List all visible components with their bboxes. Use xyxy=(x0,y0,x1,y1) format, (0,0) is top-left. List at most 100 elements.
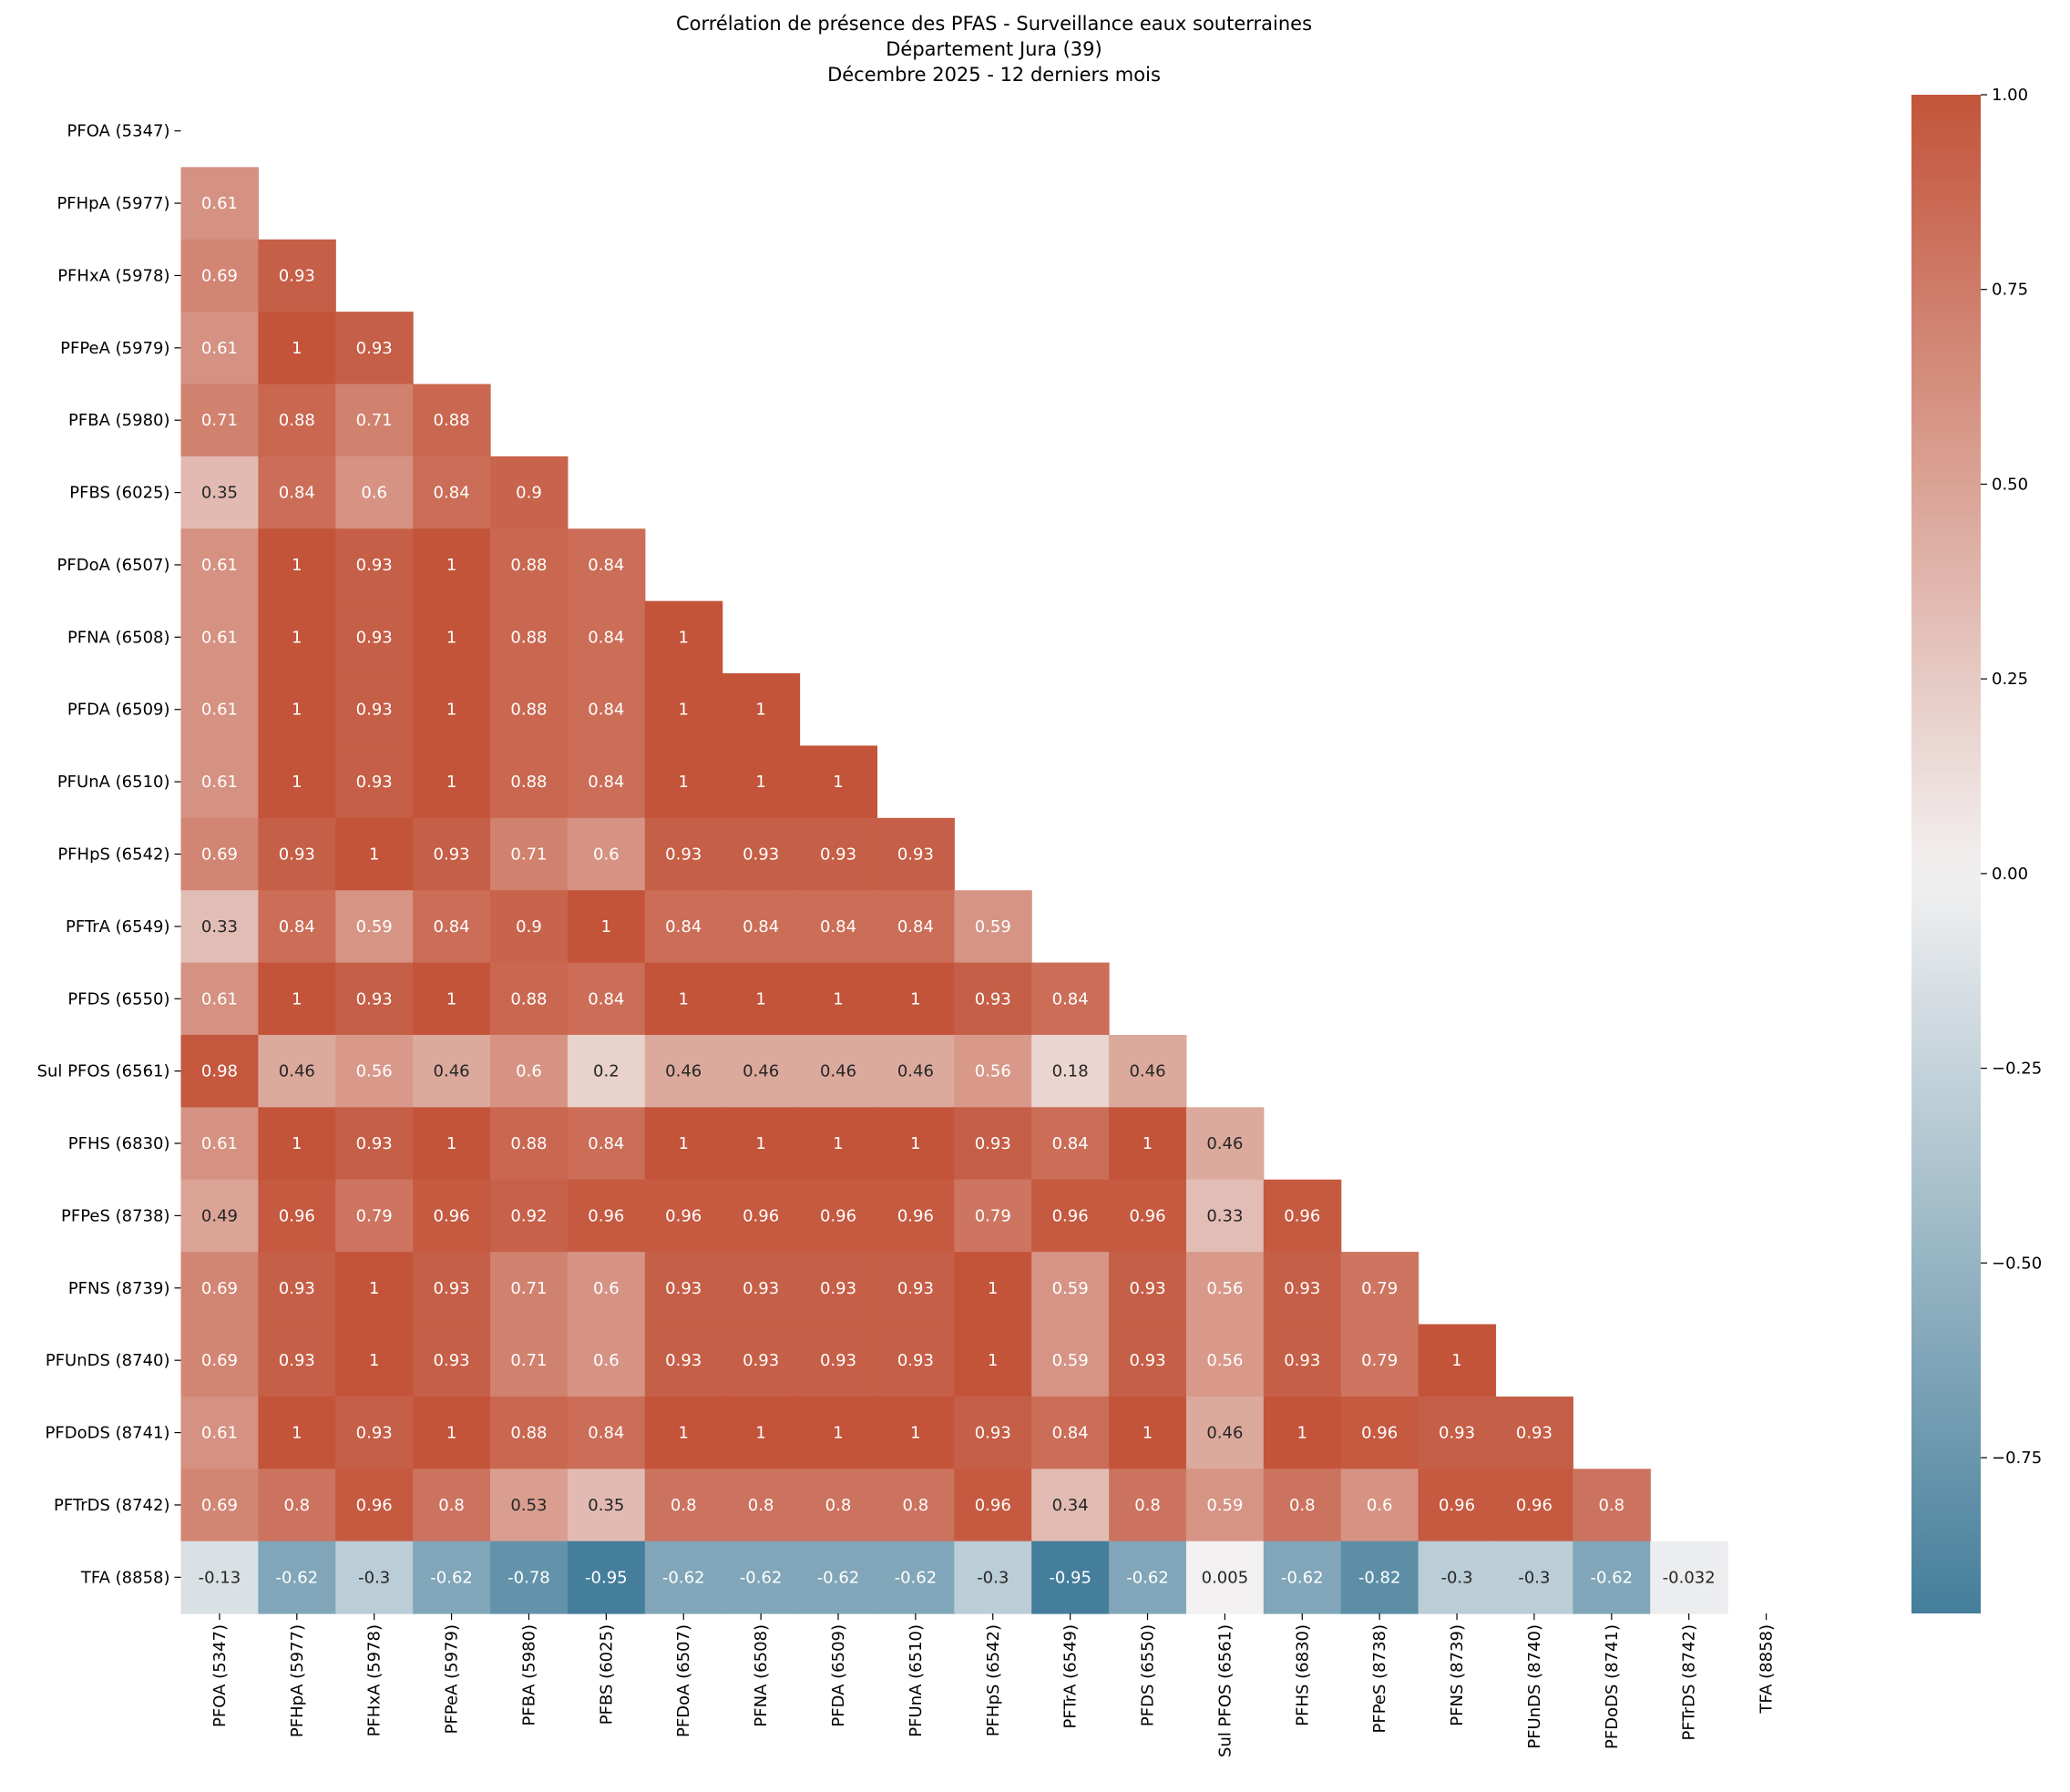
heatmap-cell xyxy=(258,673,336,747)
heatmap-cell xyxy=(1263,1396,1342,1469)
colorbar-tick-label: 0.25 xyxy=(1992,670,2028,689)
y-tick-label: PFHpA (5977) xyxy=(56,194,169,213)
cell-value-label: 0.84 xyxy=(588,989,624,1009)
colorbar-tick-label: 1.00 xyxy=(1992,86,2028,105)
heatmap-cell xyxy=(413,817,491,891)
y-tick-label: PFUnDS (8740) xyxy=(46,1351,170,1370)
heatmap-cell xyxy=(954,1252,1032,1326)
heatmap-cell xyxy=(335,745,414,819)
heatmap-cell xyxy=(335,1252,414,1326)
cell-value-label: 0.61 xyxy=(201,194,238,213)
cell-value-label: 1 xyxy=(369,1351,379,1370)
cell-value-label: 0.71 xyxy=(510,1279,547,1298)
cell-value-label: 0.46 xyxy=(1206,1424,1243,1443)
heatmap-cell xyxy=(876,817,955,891)
cell-value-label: 0.88 xyxy=(510,773,547,792)
cell-value-label: 0.71 xyxy=(356,411,393,430)
cell-value-label: 0.8 xyxy=(748,1496,774,1515)
heatmap-cell xyxy=(1031,1396,1110,1469)
heatmap-cell xyxy=(413,456,491,529)
heatmap-cell xyxy=(1340,1252,1419,1326)
cell-value-label: 0.88 xyxy=(510,556,547,575)
heatmap-cell xyxy=(413,384,491,457)
cell-value-label: 0.61 xyxy=(201,701,238,720)
heatmap-cell xyxy=(876,1324,955,1398)
heatmap-cell xyxy=(335,1034,414,1108)
cell-value-label: 1 xyxy=(755,1134,765,1153)
heatmap-cell xyxy=(1109,1396,1187,1469)
heatmap-cell xyxy=(876,1252,955,1326)
cell-value-label: -0.62 xyxy=(276,1568,319,1587)
cell-value-label: 1 xyxy=(755,989,765,1009)
heatmap-cell xyxy=(799,1469,878,1542)
heatmap-cell xyxy=(876,962,955,1036)
heatmap-cell xyxy=(799,1252,878,1326)
cell-value-label: 0.84 xyxy=(588,773,624,792)
heatmap-cell xyxy=(722,1396,801,1469)
cell-value-label: 0.93 xyxy=(665,845,702,865)
y-tick-label: PFHpS (6542) xyxy=(57,845,169,865)
heatmap-cell xyxy=(258,1179,336,1253)
cell-value-label: 1 xyxy=(292,1424,302,1443)
cell-value-label: 1 xyxy=(1143,1424,1153,1443)
heatmap-cell xyxy=(490,1034,569,1108)
heatmap-cell xyxy=(876,1107,955,1181)
heatmap-cell xyxy=(876,1396,955,1469)
heatmap-cell xyxy=(644,1179,723,1253)
heatmap-cell xyxy=(490,456,569,529)
heatmap-cell xyxy=(335,600,414,674)
heatmap-cell xyxy=(722,1324,801,1398)
heatmap-cell xyxy=(258,600,336,674)
cell-value-label: 0.88 xyxy=(510,989,547,1009)
heatmap-cell xyxy=(799,745,878,819)
cell-value-label: 0.71 xyxy=(201,411,238,430)
y-tick-label: PFDoA (6507) xyxy=(57,556,170,575)
heatmap-cell xyxy=(799,1324,878,1398)
cell-value-label: 0.8 xyxy=(903,1496,929,1515)
heatmap-cell xyxy=(258,1324,336,1398)
cell-value-label: 0.61 xyxy=(201,989,238,1009)
y-tick-label: PFPeS (8738) xyxy=(61,1206,170,1225)
cell-value-label: 0.93 xyxy=(1439,1424,1475,1443)
cell-value-label: 0.84 xyxy=(1052,989,1089,1009)
cell-value-label: -0.62 xyxy=(1591,1568,1634,1587)
y-tick-label: TFA (8858) xyxy=(80,1568,170,1587)
cell-value-label: 0.93 xyxy=(1284,1279,1320,1298)
cell-value-label: 0.35 xyxy=(201,484,238,503)
cell-value-label: 0.93 xyxy=(356,1424,393,1443)
cell-value-label: 0.46 xyxy=(1206,1134,1243,1153)
heatmap-cell xyxy=(490,1396,569,1469)
heatmap-cell xyxy=(413,1252,491,1326)
heatmap-cell xyxy=(799,1034,878,1108)
cell-value-label: 1 xyxy=(678,628,688,647)
cell-value-label: 0.93 xyxy=(665,1351,702,1370)
cell-value-label: 0.33 xyxy=(201,917,238,937)
cell-value-label: 1 xyxy=(833,989,843,1009)
x-tick-label: PFOA (5347) xyxy=(210,1624,230,1727)
heatmap-cell xyxy=(644,673,723,747)
cell-value-label: 1 xyxy=(292,339,302,358)
cell-value-label: 0.84 xyxy=(1052,1424,1089,1443)
colorbar-tick-label: −0.25 xyxy=(1992,1060,2042,1079)
cell-value-label: 0.6 xyxy=(593,1279,620,1298)
cell-value-label: 0.69 xyxy=(201,266,238,285)
heatmap-cell xyxy=(876,1541,955,1614)
cell-value-label: 1 xyxy=(292,1134,302,1153)
cell-value-label: 1 xyxy=(292,628,302,647)
cell-value-label: 0.93 xyxy=(279,1279,315,1298)
heatmap-cell xyxy=(644,1324,723,1398)
cell-value-label: 1 xyxy=(446,628,456,647)
cell-value-label: 0.93 xyxy=(820,845,856,865)
heatmap-cell xyxy=(954,1107,1032,1181)
heatmap-cell xyxy=(1495,1396,1573,1469)
heatmap-cell xyxy=(722,1034,801,1108)
heatmap-cell xyxy=(1031,1034,1110,1108)
heatmap-cell xyxy=(413,962,491,1036)
heatmap-cell xyxy=(180,1396,259,1469)
heatmap-cell xyxy=(1495,1541,1573,1614)
cell-value-label: 1 xyxy=(369,1279,379,1298)
cell-value-label: 1 xyxy=(446,701,456,720)
heatmap-cell xyxy=(335,673,414,747)
x-tick-label: PFDoDS (8741) xyxy=(1603,1624,1622,1749)
heatmap-cell xyxy=(644,600,723,674)
